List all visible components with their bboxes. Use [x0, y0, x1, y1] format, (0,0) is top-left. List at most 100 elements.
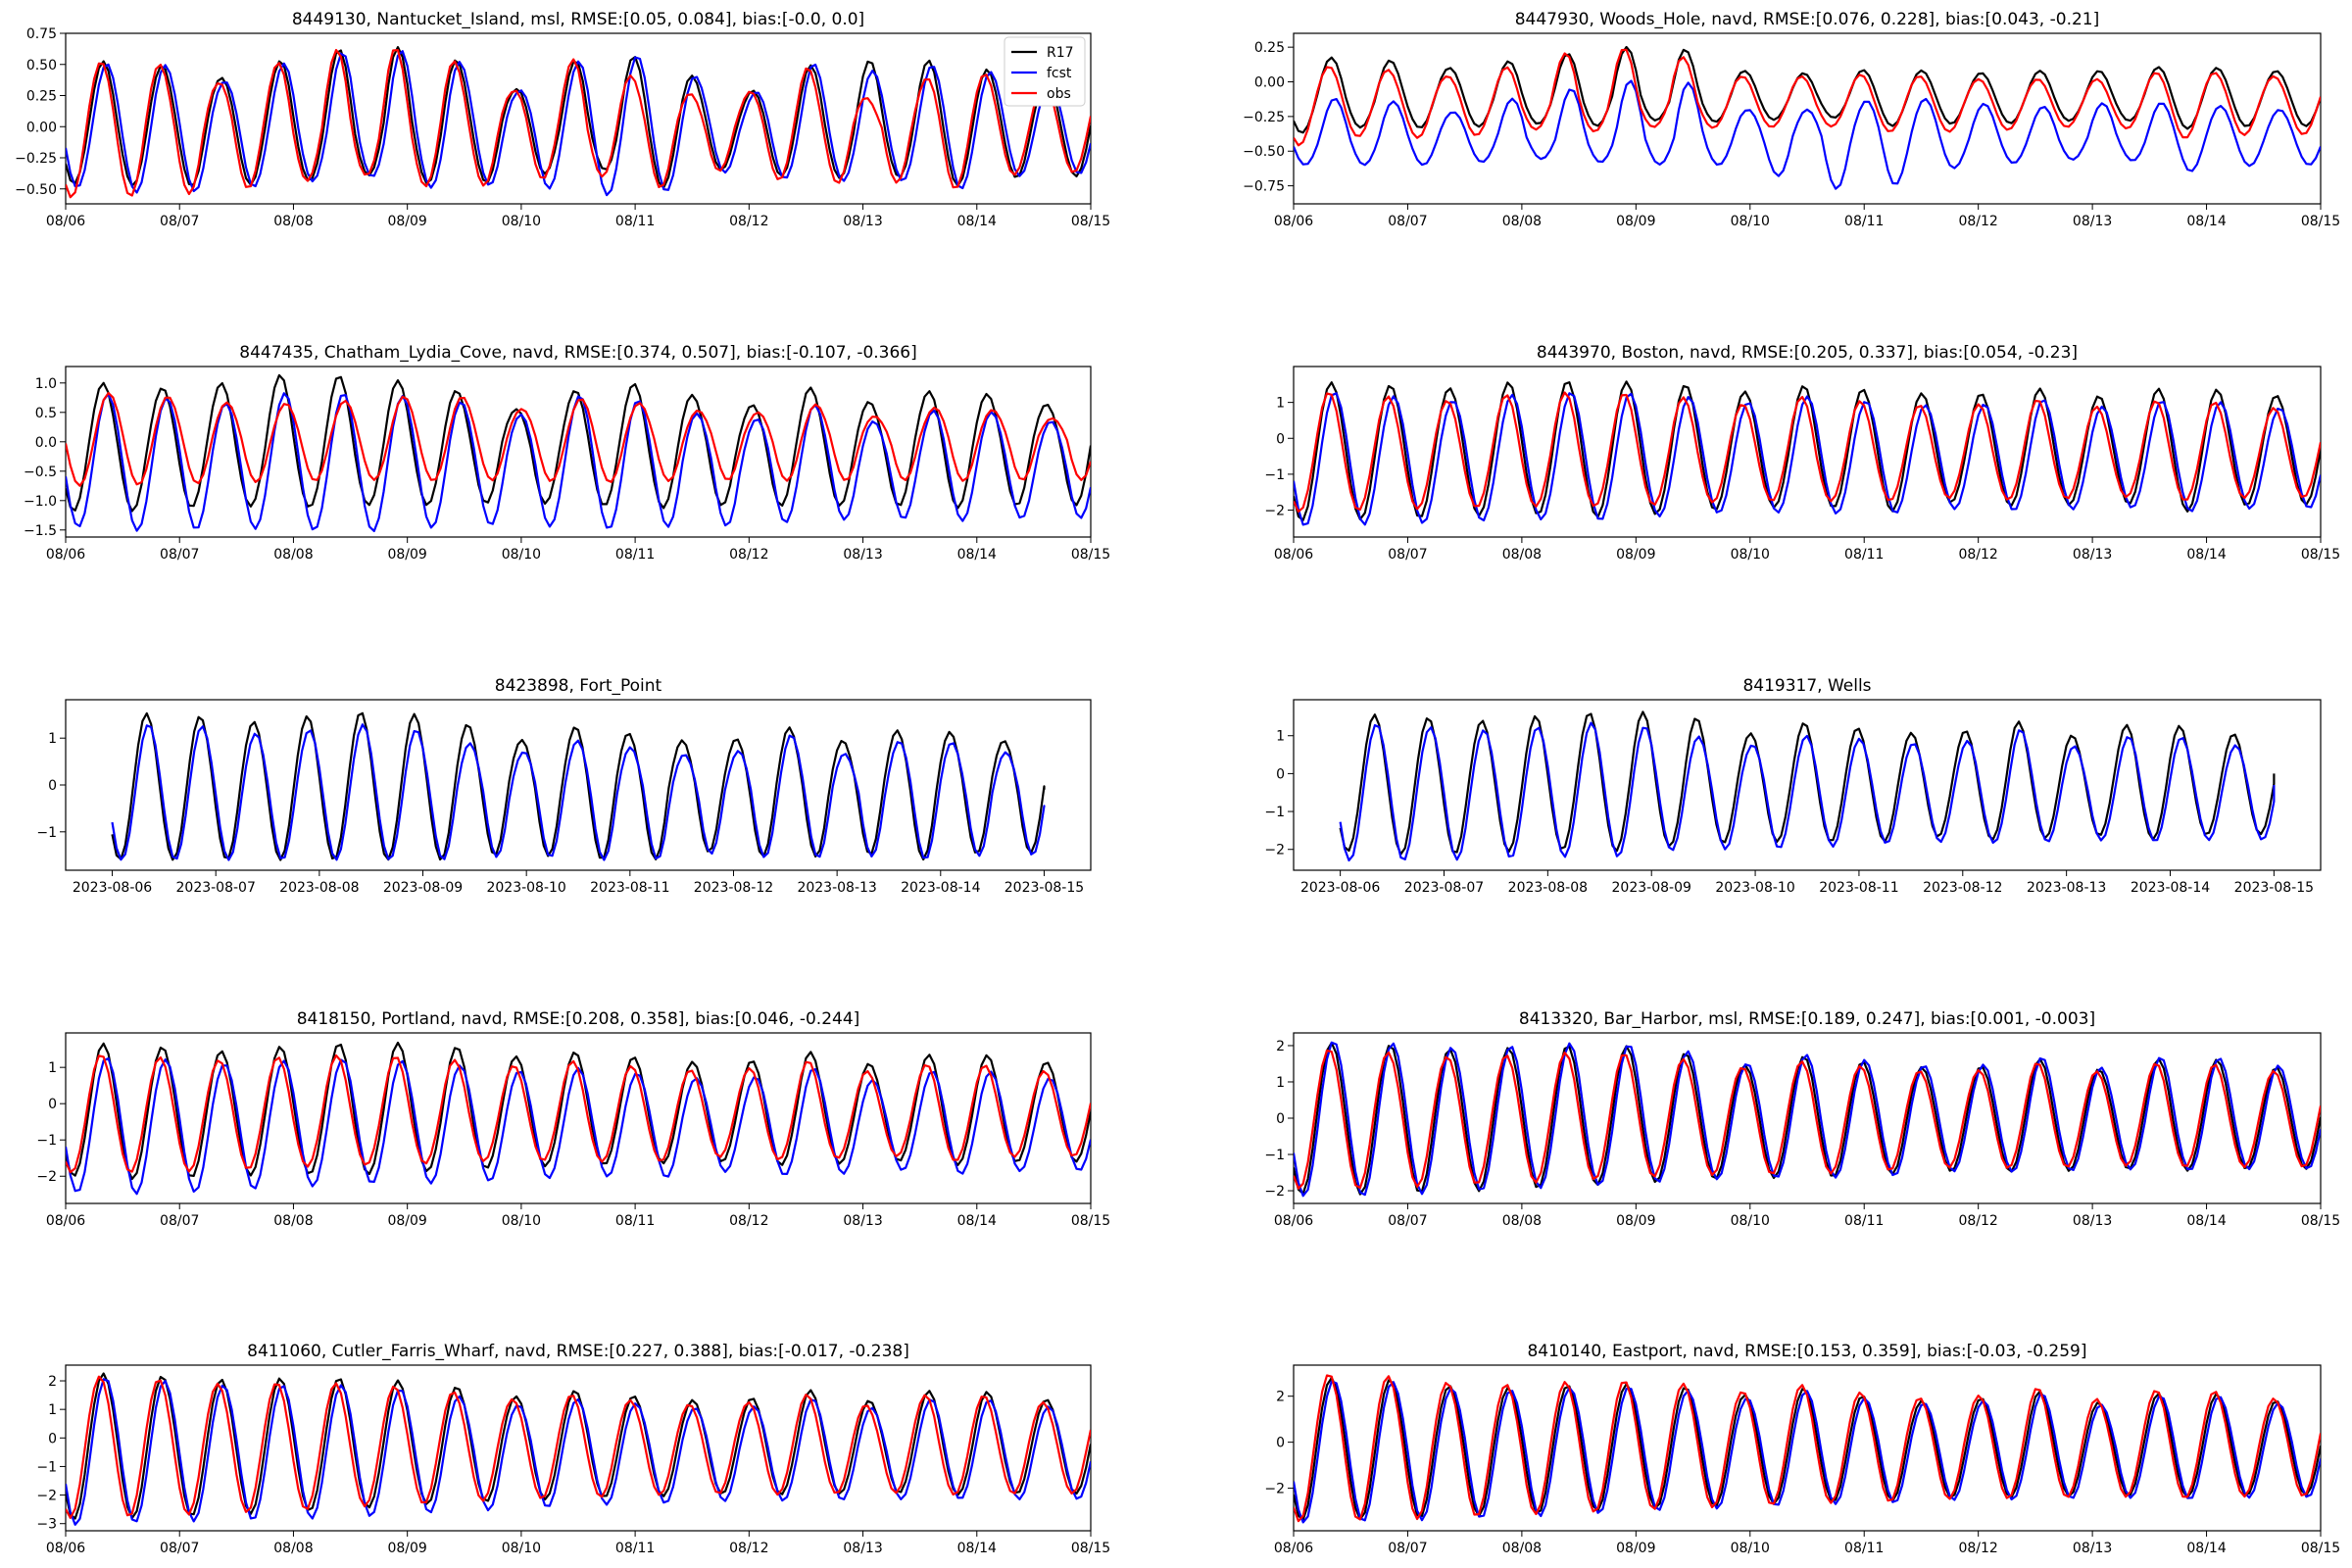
x-tick-label: 08/09 — [387, 1541, 426, 1556]
x-tick-label: 08/11 — [1844, 1213, 1884, 1229]
x-tick-label: 08/13 — [843, 1541, 882, 1556]
subplot-title: 8410140, Eastport, navd, RMSE:[0.153, 0.… — [1527, 1342, 2086, 1361]
y-tick-label: −0.50 — [1243, 144, 1285, 160]
series-line-fcst — [66, 1378, 1091, 1526]
x-tick-label: 08/12 — [729, 1541, 768, 1556]
x-tick-label: 08/07 — [1388, 214, 1427, 229]
series-line-R17 — [1294, 1042, 2321, 1196]
x-tick-label: 08/14 — [2186, 1213, 2226, 1229]
x-tick-label: 08/07 — [160, 547, 199, 563]
x-tick-label: 2023-08-11 — [590, 880, 669, 896]
subplot-5: 8423898, Fort_Point 2023-08-06 2023-08-07 2… — [36, 676, 1092, 896]
y-tick-label: −2 — [36, 1489, 57, 1504]
y-tick-label: −1 — [36, 1133, 57, 1149]
x-tick-label: 08/12 — [729, 214, 768, 229]
x-tick-label: 2023-08-10 — [1715, 880, 1794, 896]
series-line-R17 — [66, 1372, 1091, 1520]
x-tick-label: 08/13 — [843, 547, 882, 563]
y-tick-label: 0.5 — [35, 406, 57, 421]
y-tick-label: 0.25 — [26, 89, 57, 105]
series-line-fcst — [1294, 1041, 2321, 1198]
x-tick-label: 08/08 — [1502, 1213, 1542, 1229]
x-tick-label: 08/06 — [1274, 214, 1313, 229]
subplot-4: 8443970, Boston, navd, RMSE:[0.205, 0.33… — [1264, 343, 2340, 563]
x-tick-label: 2023-08-07 — [1404, 880, 1484, 896]
series-line-R17 — [1339, 710, 2276, 856]
x-tick-label: 08/10 — [1731, 1541, 1770, 1556]
x-tick-label: 2023-08-09 — [1612, 880, 1691, 896]
x-tick-label: 08/15 — [2301, 1213, 2340, 1229]
subplot-3: 8447435, Chatham_Lydia_Cove, navd, RMSE:… — [24, 343, 1110, 563]
x-tick-label: 08/08 — [273, 1213, 313, 1229]
series-line-obs — [1294, 48, 2321, 147]
legend-label: fcst — [1047, 66, 1072, 81]
x-tick-label: 08/07 — [160, 214, 199, 229]
y-tick-label: 2 — [1276, 1039, 1285, 1054]
y-tick-label: 0 — [1276, 1111, 1285, 1127]
series-line-fcst — [1339, 721, 2276, 862]
x-tick-label: 08/12 — [1958, 214, 1997, 229]
series-line-fcst — [1294, 392, 2321, 526]
axes-frame — [65, 32, 1092, 205]
series-line-obs — [66, 48, 1091, 199]
x-tick-label: 08/15 — [2301, 1541, 2340, 1556]
subplot-1: 8449130, Nantucket_Island, msl, RMSE:[0.… — [15, 10, 1110, 229]
axes-frame — [1293, 32, 2322, 205]
x-tick-label: 2023-08-15 — [1004, 880, 1084, 896]
x-tick-label: 2023-08-13 — [2027, 880, 2106, 896]
x-tick-label: 08/07 — [1388, 1213, 1427, 1229]
y-tick-label: 0 — [48, 1097, 57, 1112]
series-line-R17 — [66, 373, 1091, 513]
series-line-obs — [1294, 1374, 2321, 1523]
y-tick-label: 2 — [1276, 1390, 1285, 1405]
x-tick-label: 08/13 — [2073, 1541, 2112, 1556]
x-tick-label: 08/12 — [1958, 1541, 1997, 1556]
y-tick-label: 1 — [48, 731, 57, 747]
y-tick-label: 0 — [48, 1431, 57, 1446]
x-tick-label: 08/10 — [502, 547, 541, 563]
y-tick-label: 1.0 — [35, 376, 57, 392]
subplot-2: 8447930, Woods_Hole, navd, RMSE:[0.076, … — [1243, 10, 2340, 229]
y-tick-label: −1.5 — [24, 523, 57, 539]
series-line-obs — [1294, 1049, 2321, 1190]
y-tick-label: 0.00 — [1254, 75, 1285, 91]
y-tick-label: 0.50 — [26, 58, 57, 74]
subplot-9: 8411060, Cutler_Farris_Wharf, navd, RMSE… — [36, 1342, 1110, 1556]
x-tick-label: 08/11 — [615, 547, 655, 563]
x-tick-label: 08/06 — [1274, 547, 1313, 563]
y-tick-label: 0.25 — [1254, 40, 1285, 56]
y-tick-label: −1 — [1264, 467, 1285, 483]
subplot-title: 8447435, Chatham_Lydia_Cove, navd, RMSE:… — [239, 343, 917, 363]
y-tick-label: 2 — [48, 1374, 57, 1390]
series-line-obs — [66, 392, 1091, 487]
y-tick-label: −1.0 — [24, 494, 57, 510]
y-tick-label: −0.75 — [1243, 179, 1285, 195]
x-tick-label: 08/14 — [957, 547, 997, 563]
x-tick-label: 08/11 — [615, 1541, 655, 1556]
y-tick-label: −1 — [36, 1459, 57, 1475]
x-tick-label: 08/10 — [1731, 214, 1770, 229]
x-tick-label: 08/08 — [1502, 547, 1542, 563]
x-tick-label: 08/14 — [2186, 1541, 2226, 1556]
y-tick-label: −2 — [1264, 1184, 1285, 1200]
x-tick-label: 08/08 — [1502, 214, 1542, 229]
x-tick-label: 08/15 — [2301, 547, 2340, 563]
x-tick-label: 08/12 — [1958, 1213, 1997, 1229]
legend-box — [1004, 36, 1086, 107]
subplot-title: 8413320, Bar_Harbor, msl, RMSE:[0.189, 0… — [1519, 1009, 2095, 1029]
y-tick-label: −2 — [1264, 1482, 1285, 1497]
subplot-title: 8447930, Woods_Hole, navd, RMSE:[0.076, … — [1515, 10, 2100, 29]
x-tick-label: 2023-08-12 — [694, 880, 773, 896]
x-tick-label: 08/12 — [729, 1213, 768, 1229]
series-line-fcst — [1294, 1380, 2321, 1524]
x-tick-label: 2023-08-15 — [2234, 880, 2314, 896]
x-tick-label: 08/09 — [387, 1213, 426, 1229]
series-line-obs — [1294, 391, 2321, 514]
x-tick-label: 08/12 — [1958, 547, 1997, 563]
x-tick-label: 2023-08-13 — [797, 880, 876, 896]
x-tick-label: 08/10 — [502, 1541, 541, 1556]
legend-label: R17 — [1047, 45, 1074, 61]
y-tick-label: 0.0 — [35, 435, 57, 451]
x-tick-label: 08/14 — [957, 1213, 997, 1229]
